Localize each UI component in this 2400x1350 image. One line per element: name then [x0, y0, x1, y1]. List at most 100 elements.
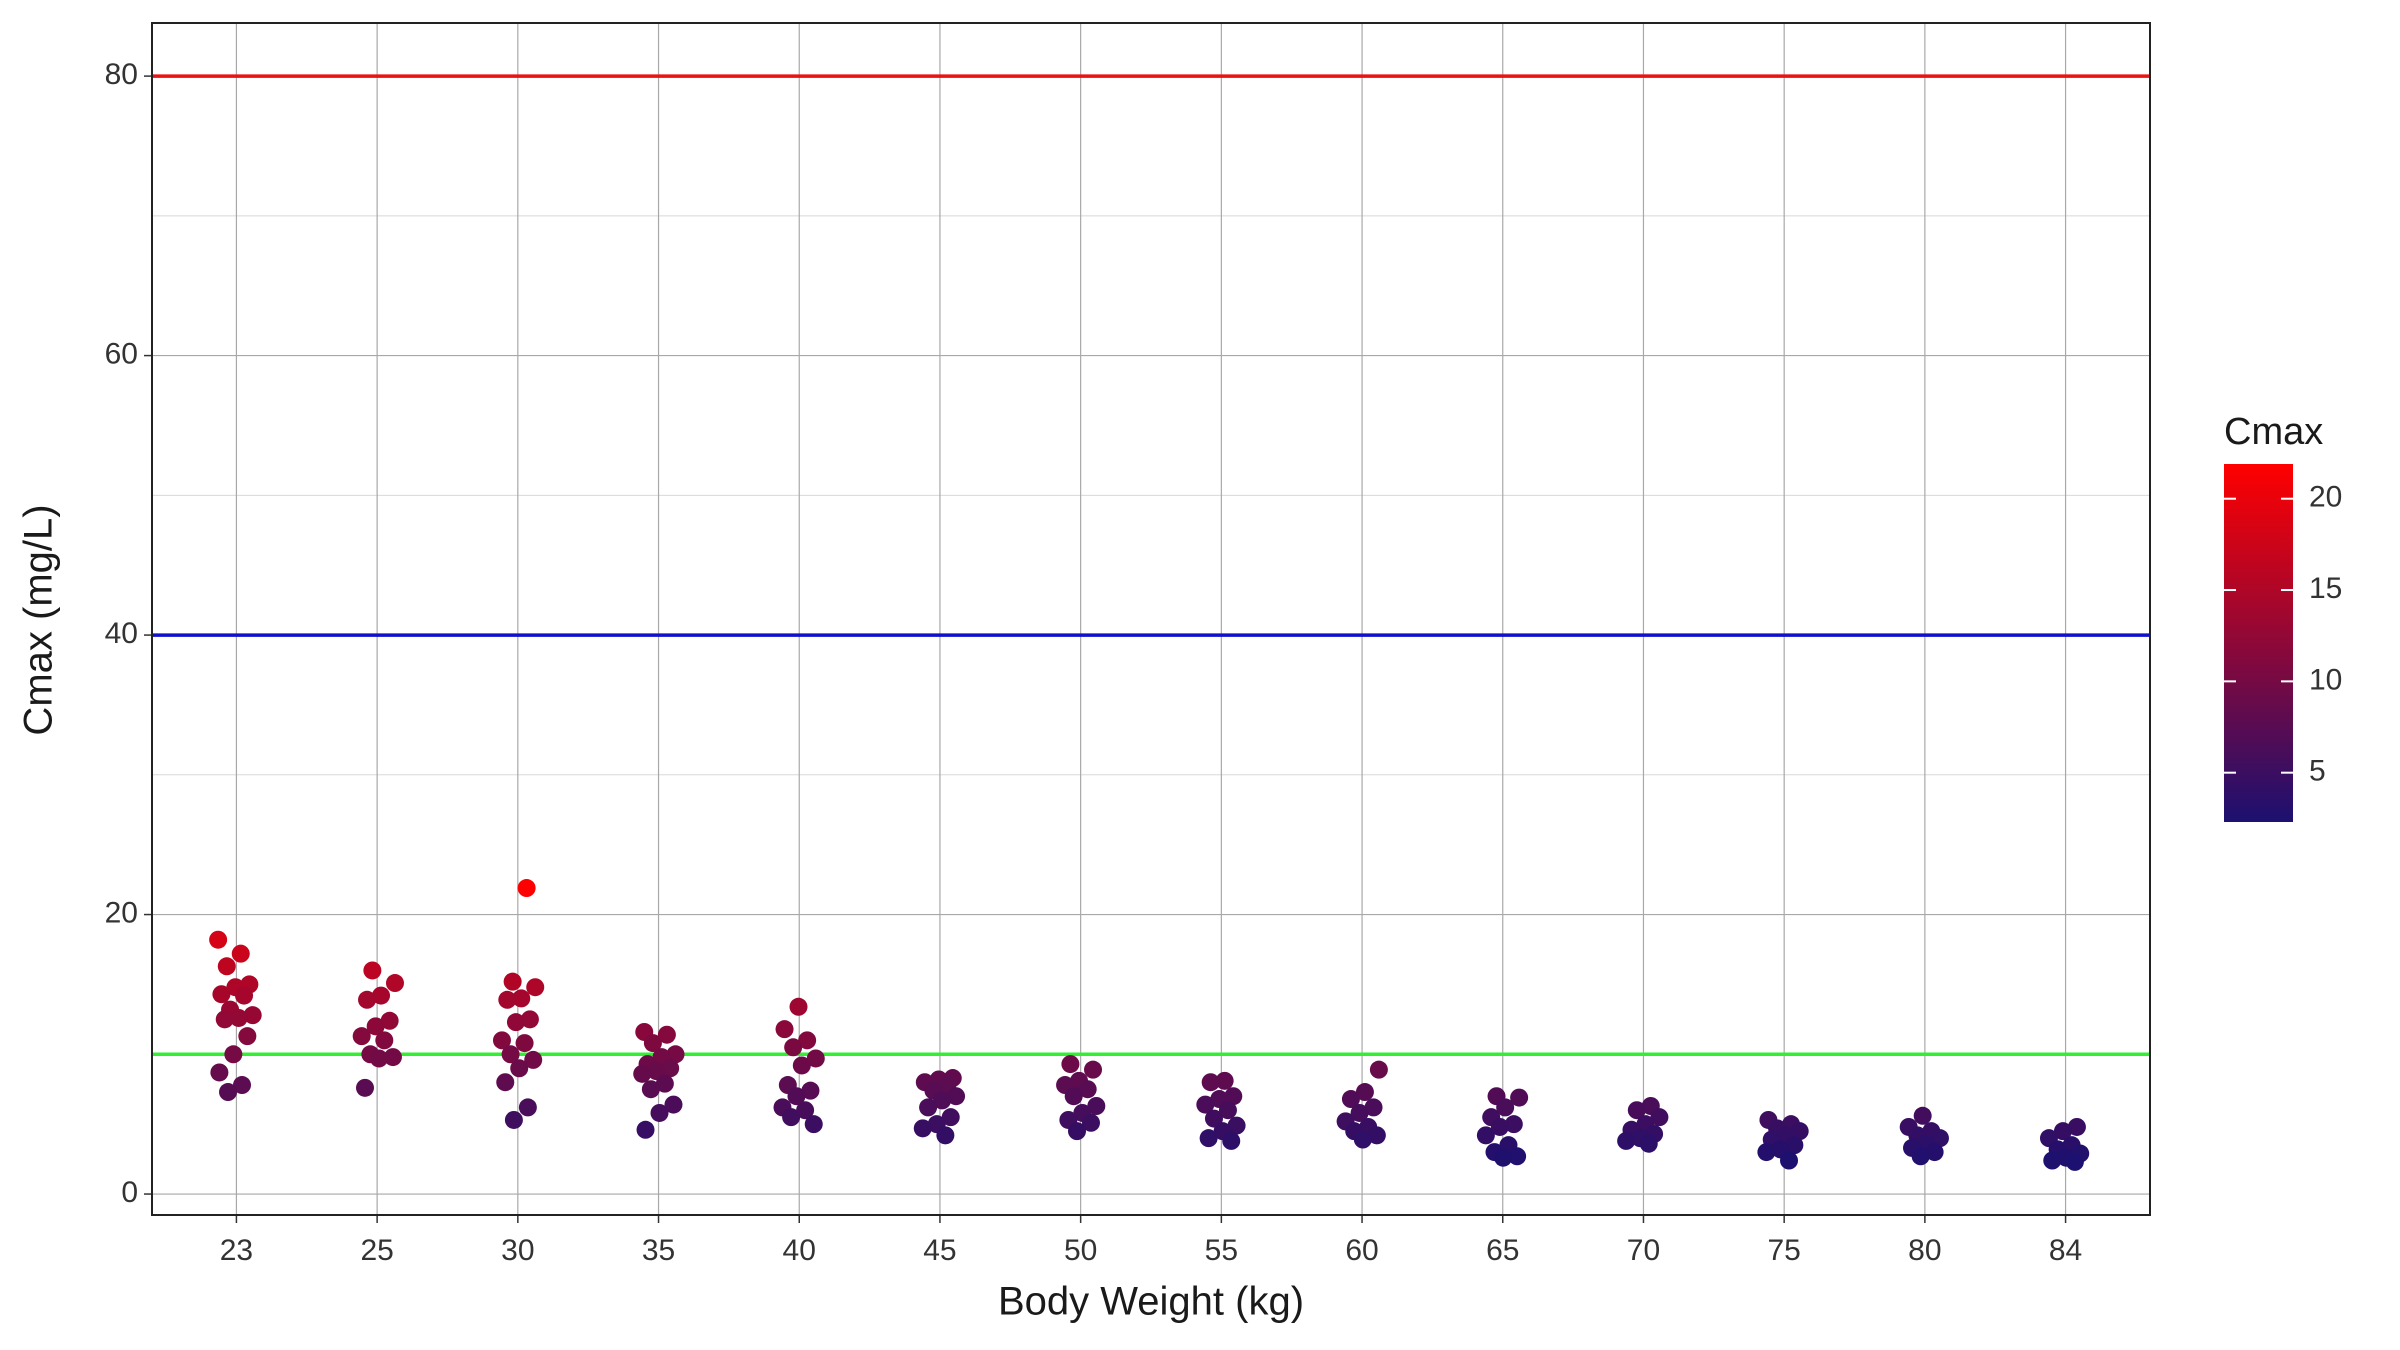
point — [655, 1074, 674, 1093]
point — [1925, 1143, 1944, 1162]
colorbar-tick-label: 20 — [2309, 481, 2342, 514]
point — [1199, 1129, 1218, 1148]
point — [787, 1087, 806, 1106]
point — [782, 1108, 801, 1127]
point — [941, 1108, 960, 1127]
x-tick-label: 70 — [1627, 1234, 1660, 1267]
point — [385, 974, 404, 993]
point — [647, 1062, 666, 1081]
point — [524, 1050, 543, 1069]
point — [666, 1045, 685, 1064]
point — [636, 1120, 655, 1139]
colorbar-tick-label: 15 — [2309, 572, 2342, 605]
point — [1911, 1147, 1930, 1166]
point — [363, 961, 382, 980]
point — [504, 1110, 523, 1129]
point — [1196, 1095, 1215, 1114]
point — [383, 1048, 402, 1067]
point — [2065, 1152, 2084, 1171]
point — [804, 1115, 823, 1134]
point — [1341, 1090, 1360, 1109]
y-tick-label: 60 — [105, 338, 138, 371]
point — [231, 944, 250, 963]
x-tick-label: 55 — [1205, 1234, 1238, 1267]
point — [650, 1103, 669, 1122]
point — [501, 1045, 520, 1064]
point — [1224, 1087, 1243, 1106]
point — [366, 1017, 385, 1036]
point — [375, 1031, 394, 1050]
point — [498, 990, 517, 1009]
point — [1490, 1117, 1509, 1136]
point — [520, 1010, 539, 1029]
point — [224, 1045, 243, 1064]
point — [238, 1027, 257, 1046]
point — [1218, 1101, 1237, 1120]
point — [1785, 1136, 1804, 1155]
x-tick-label: 60 — [1345, 1234, 1378, 1267]
point — [526, 978, 545, 997]
point — [518, 1098, 537, 1117]
point — [515, 1034, 534, 1053]
point — [1510, 1088, 1529, 1107]
point — [235, 986, 254, 1005]
point — [806, 1049, 825, 1068]
point — [913, 1119, 932, 1138]
point — [1064, 1087, 1083, 1106]
point — [1780, 1151, 1799, 1170]
point — [1215, 1071, 1234, 1090]
point — [933, 1091, 952, 1110]
point — [1627, 1101, 1646, 1120]
x-tick-label: 25 — [360, 1234, 393, 1267]
point — [936, 1126, 955, 1145]
point — [517, 879, 536, 898]
point — [496, 1073, 515, 1092]
point — [775, 1020, 794, 1039]
point — [1757, 1143, 1776, 1162]
point — [1930, 1129, 1949, 1148]
y-tick-label: 20 — [105, 896, 138, 929]
point — [1081, 1113, 1100, 1132]
point — [1084, 1060, 1103, 1079]
point — [1227, 1116, 1246, 1135]
point — [355, 1078, 374, 1097]
legend-title: Cmax — [2224, 411, 2323, 453]
point — [2067, 1117, 2086, 1136]
point — [372, 986, 391, 1005]
x-tick-label: 23 — [220, 1234, 253, 1267]
colorbar-tick-label: 5 — [2309, 755, 2326, 788]
point — [380, 1011, 399, 1030]
point — [210, 1063, 229, 1082]
x-axis-title: Body Weight (kg) — [998, 1280, 1304, 1324]
point — [792, 1056, 811, 1075]
point — [503, 972, 522, 991]
point — [219, 1083, 238, 1102]
colorbar-tick-label: 10 — [2309, 663, 2342, 696]
y-tick-label: 40 — [105, 617, 138, 650]
point — [1639, 1134, 1658, 1153]
point — [1617, 1131, 1636, 1150]
x-tick-label: 30 — [501, 1234, 534, 1267]
point — [229, 1008, 248, 1027]
point — [1353, 1130, 1372, 1149]
point — [1367, 1126, 1386, 1145]
point — [510, 1059, 529, 1078]
x-tick-label: 75 — [1767, 1234, 1800, 1267]
point — [633, 1064, 652, 1083]
point — [1068, 1122, 1087, 1141]
point — [1504, 1115, 1523, 1134]
y-tick-label: 80 — [105, 58, 138, 91]
point — [492, 1031, 511, 1050]
point — [1355, 1083, 1374, 1102]
point — [506, 1013, 525, 1032]
point — [664, 1095, 683, 1114]
x-tick-label: 50 — [1064, 1234, 1097, 1267]
point — [215, 1010, 234, 1029]
point — [784, 1038, 803, 1057]
point — [1508, 1147, 1527, 1166]
point — [1204, 1109, 1223, 1128]
point — [212, 985, 231, 1004]
colorbar — [2224, 464, 2293, 822]
point — [1369, 1060, 1388, 1079]
